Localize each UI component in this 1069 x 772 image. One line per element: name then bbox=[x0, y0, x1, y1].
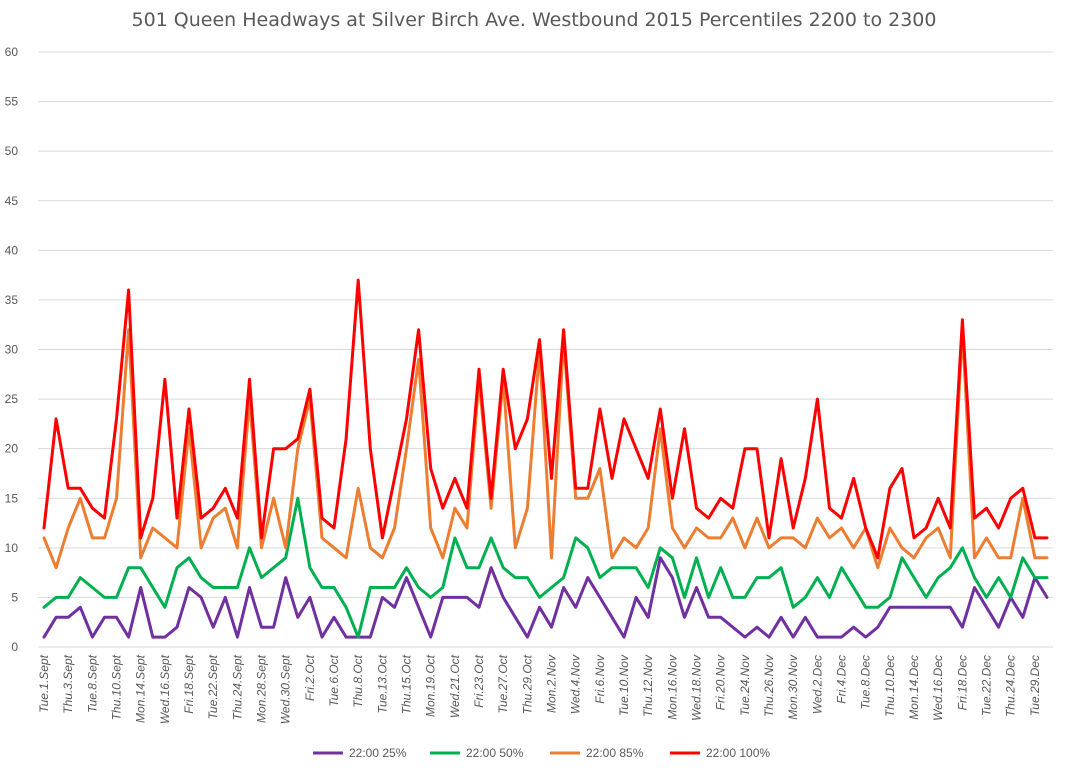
x-tick-label: Tue.22.Dec bbox=[980, 655, 994, 716]
x-tick-label: Mon.28.Sept bbox=[255, 654, 269, 723]
y-tick-label: 40 bbox=[5, 243, 19, 257]
y-axis-tick-labels: 0 5 10 15 20 25 30 35 40 45 50 55 60 bbox=[5, 45, 19, 654]
x-tick-label: Wed.18.Nov bbox=[690, 654, 704, 721]
x-tick-label: Mon.16.Nov bbox=[665, 654, 679, 720]
x-tick-label: Tue.8.Dec bbox=[859, 655, 873, 709]
series-line-4 bbox=[42, 278, 1049, 560]
x-tick-label: Wed.2.Dec bbox=[810, 655, 824, 714]
x-tick-label: Thu.10.Dec bbox=[883, 655, 897, 717]
y-tick-label: 35 bbox=[5, 293, 19, 307]
x-tick-label: Mon.2.Nov bbox=[545, 654, 559, 713]
x-tick-label: Wed.16.Sept bbox=[158, 654, 172, 724]
x-tick-label: Mon.30.Nov bbox=[786, 654, 800, 720]
x-tick-label: Tue.10.Nov bbox=[617, 654, 631, 716]
legend-label: 22:00 25% bbox=[349, 746, 407, 760]
y-tick-label: 25 bbox=[5, 392, 19, 406]
x-tick-label: Fri.23.Oct bbox=[472, 654, 486, 707]
x-tick-label: Wed.30.Sept bbox=[279, 654, 293, 724]
chart-title: 501 Queen Headways at Silver Birch Ave. … bbox=[132, 9, 937, 31]
x-tick-label: Wed.4.Nov bbox=[569, 654, 583, 714]
x-tick-label: Mon.14.Sept bbox=[134, 654, 148, 723]
y-tick-label: 50 bbox=[5, 144, 19, 158]
legend-item-4: 22:00 100% bbox=[670, 746, 770, 760]
x-tick-label: Thu.10.Sept bbox=[110, 654, 124, 720]
legend: 22:00 25% 22:00 50% 22:00 85% 22:00 100% bbox=[313, 746, 770, 760]
x-tick-label: Tue.1.Sept bbox=[37, 654, 51, 712]
x-tick-label: Thu.26.Nov bbox=[762, 654, 776, 717]
y-tick-label: 20 bbox=[5, 442, 19, 456]
x-tick-label: Thu.24.Dec bbox=[1004, 655, 1018, 717]
x-tick-label: Thu.8.Oct bbox=[351, 654, 365, 707]
x-tick-label: Thu.12.Nov bbox=[641, 654, 655, 717]
x-tick-label: Fri.18.Dec bbox=[955, 655, 969, 710]
x-tick-label: Mon.14.Dec bbox=[907, 655, 921, 720]
y-tick-label: 15 bbox=[5, 491, 19, 505]
legend-item-1: 22:00 25% bbox=[313, 746, 407, 760]
x-tick-label: Thu.24.Sept bbox=[230, 654, 244, 720]
series-lines bbox=[42, 278, 1049, 639]
x-tick-label: Fri.6.Nov bbox=[593, 654, 607, 704]
y-tick-label: 5 bbox=[11, 590, 18, 604]
x-tick-label: Tue.27.Oct bbox=[496, 654, 510, 713]
y-tick-label: 60 bbox=[5, 45, 19, 59]
x-tick-label: Fri.20.Nov bbox=[714, 654, 728, 710]
x-tick-label: Thu.15.Oct bbox=[400, 654, 414, 714]
legend-label: 22:00 50% bbox=[466, 746, 524, 760]
x-tick-label: Wed.16.Dec bbox=[931, 655, 945, 721]
x-tick-label: Tue.13.Oct bbox=[375, 654, 389, 713]
x-tick-label: Tue.29.Dec bbox=[1028, 655, 1042, 716]
x-tick-label: Fri.4.Dec bbox=[835, 655, 849, 704]
series-line-1 bbox=[42, 556, 1049, 639]
x-axis-tick-labels: Tue.1.Sept Thu.3.Sept Tue.8.Sept Thu.10.Sep… bbox=[37, 654, 1042, 724]
y-tick-label: 10 bbox=[5, 541, 19, 555]
x-tick-label: Thu.3.Sept bbox=[61, 654, 75, 713]
x-tick-label: Fri.2.Oct bbox=[303, 654, 317, 701]
y-tick-label: 45 bbox=[5, 194, 19, 208]
x-tick-label: Tue.22.Sept bbox=[206, 654, 220, 719]
x-tick-label: Fri.18.Sept bbox=[182, 654, 196, 713]
series-line-3 bbox=[42, 328, 1049, 570]
legend-label: 22:00 100% bbox=[706, 746, 770, 760]
series-line-2 bbox=[42, 496, 1049, 639]
legend-label: 22:00 85% bbox=[586, 746, 644, 760]
x-tick-label: Wed.21.Oct bbox=[448, 654, 462, 718]
x-tick-label: Tue.6.Oct bbox=[327, 654, 341, 706]
y-tick-label: 0 bbox=[11, 640, 18, 654]
y-tick-label: 55 bbox=[5, 95, 19, 109]
legend-item-3: 22:00 85% bbox=[550, 746, 644, 760]
x-tick-label: Tue.8.Sept bbox=[85, 654, 99, 712]
x-tick-label: Mon.19.Oct bbox=[424, 654, 438, 717]
legend-item-2: 22:00 50% bbox=[430, 746, 524, 760]
x-tick-label: Tue.24.Nov bbox=[738, 654, 752, 716]
x-tick-label: Thu.29.Oct bbox=[520, 654, 534, 714]
y-tick-label: 30 bbox=[5, 343, 19, 357]
